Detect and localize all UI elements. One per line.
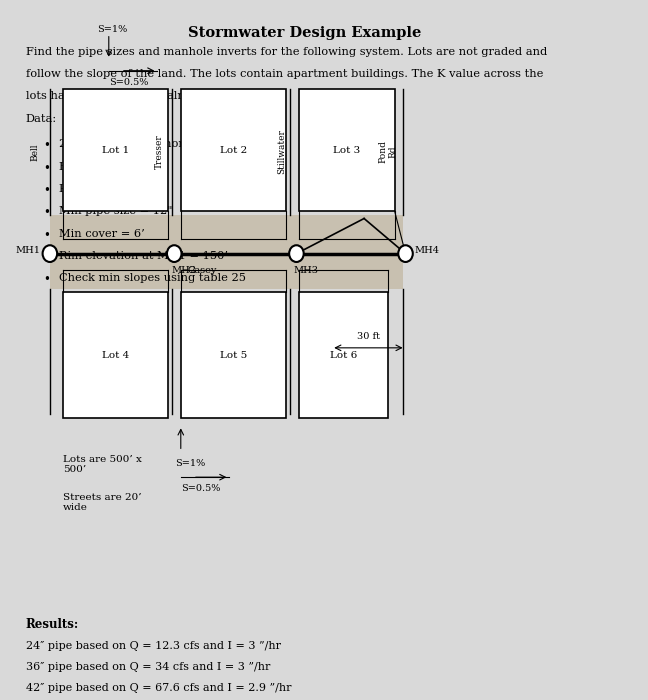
Text: •: • — [43, 139, 51, 153]
Text: Lot 3: Lot 3 — [333, 146, 360, 155]
FancyBboxPatch shape — [181, 89, 286, 211]
FancyBboxPatch shape — [181, 293, 286, 418]
Text: Find the pipe sizes and manhole inverts for the following system. Lots are not g: Find the pipe sizes and manhole inverts … — [26, 47, 547, 57]
FancyBboxPatch shape — [50, 215, 403, 288]
Text: •: • — [43, 206, 51, 219]
Text: Lot 5: Lot 5 — [220, 351, 247, 360]
Text: •: • — [43, 162, 51, 175]
Text: 36″ pipe based on Q = 34 cfs and I = 3 ”/hr: 36″ pipe based on Q = 34 cfs and I = 3 ”… — [26, 662, 270, 673]
Circle shape — [399, 245, 413, 262]
Circle shape — [43, 245, 57, 262]
FancyBboxPatch shape — [299, 89, 395, 211]
Circle shape — [289, 245, 304, 262]
Text: •: • — [43, 229, 51, 241]
Text: Min pipe size = 12": Min pipe size = 12" — [59, 206, 172, 216]
Text: Pond
Rd: Pond Rd — [378, 141, 398, 163]
Text: •: • — [43, 251, 51, 264]
Text: Rational method: Rational method — [59, 162, 155, 172]
Text: S=1%: S=1% — [175, 458, 205, 468]
FancyBboxPatch shape — [63, 293, 168, 418]
Text: Stillwater: Stillwater — [277, 130, 286, 174]
Text: Rim elevation at MH1 = 150’: Rim elevation at MH1 = 150’ — [59, 251, 228, 261]
Text: •: • — [43, 184, 51, 197]
Text: MH3: MH3 — [294, 266, 318, 275]
Text: MH2: MH2 — [171, 266, 196, 275]
Text: 25 yr storm, Baltimore IDF: 25 yr storm, Baltimore IDF — [59, 139, 216, 149]
Text: follow the slope of the land. The lots contain apartment buildings. The K value : follow the slope of the land. The lots c… — [26, 69, 543, 79]
Text: 24″ pipe based on Q = 12.3 cfs and I = 3 ”/hr: 24″ pipe based on Q = 12.3 cfs and I = 3… — [26, 641, 281, 652]
Text: Results:: Results: — [26, 618, 79, 631]
Text: Lot 1: Lot 1 — [102, 146, 129, 155]
Text: S=1%: S=1% — [97, 25, 127, 34]
Text: Lots are 500’ x
500’: Lots are 500’ x 500’ — [63, 454, 142, 474]
Text: lots has been computed already as 2.1.: lots has been computed already as 2.1. — [26, 91, 252, 101]
Text: Lot 2: Lot 2 — [220, 146, 247, 155]
Text: 42″ pipe based on Q = 67.6 cfs and I = 2.9 ”/hr: 42″ pipe based on Q = 67.6 cfs and I = 2… — [26, 683, 291, 693]
Text: PVC pipe, n=0.012: PVC pipe, n=0.012 — [59, 184, 168, 194]
FancyBboxPatch shape — [299, 293, 388, 418]
Text: Min cover = 6’: Min cover = 6’ — [59, 229, 145, 239]
Text: Casey: Casey — [187, 266, 217, 275]
Text: Streets are 20’
wide: Streets are 20’ wide — [63, 493, 142, 512]
Text: Data:: Data: — [26, 113, 57, 124]
Text: •: • — [43, 273, 51, 286]
Text: MH4: MH4 — [415, 246, 439, 255]
Text: 30 ft: 30 ft — [357, 332, 380, 341]
FancyBboxPatch shape — [63, 89, 168, 211]
Text: S=0.5%: S=0.5% — [109, 78, 148, 87]
Text: Check min slopes using table 25: Check min slopes using table 25 — [59, 273, 246, 284]
Text: MH1: MH1 — [16, 246, 41, 255]
Text: S=0.5%: S=0.5% — [181, 484, 220, 493]
Text: Bell: Bell — [30, 144, 40, 161]
Circle shape — [167, 245, 181, 262]
Text: Tresser: Tresser — [155, 134, 163, 169]
Text: Stormwater Design Example: Stormwater Design Example — [188, 26, 421, 40]
Text: Lot 6: Lot 6 — [330, 351, 357, 360]
Text: Lot 4: Lot 4 — [102, 351, 129, 360]
